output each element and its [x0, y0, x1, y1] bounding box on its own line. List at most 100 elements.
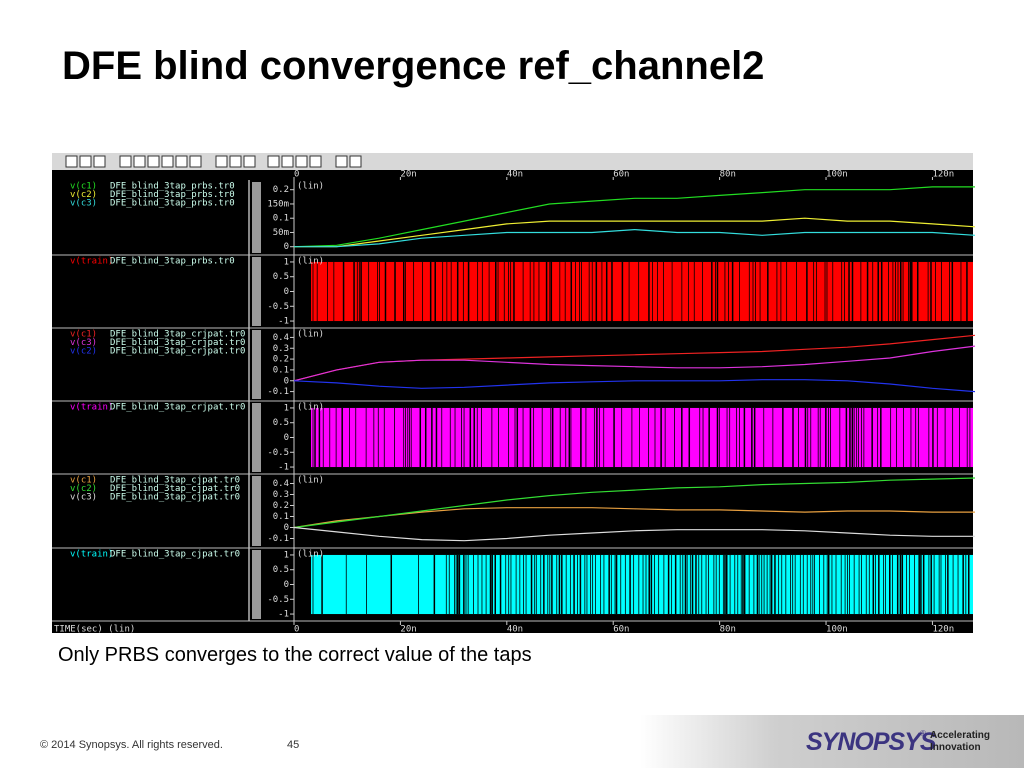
x-tick-label: 100n — [826, 625, 848, 635]
y-tick-label: 0 — [284, 376, 289, 386]
scrollbar — [252, 182, 261, 253]
page-number: 45 — [287, 739, 300, 751]
x-tick-label: 120n — [932, 170, 954, 180]
legend-signal: v(c3) — [70, 493, 97, 503]
legend-signal: v(c2) — [70, 190, 97, 200]
y-tick-label: -0.5 — [267, 302, 289, 312]
legend-signal: v(c3) — [70, 199, 97, 209]
y-tick-label: -0.1 — [267, 534, 289, 544]
y-tick-label: 0 — [284, 523, 289, 533]
y-tick-label: 1 — [284, 403, 289, 413]
bitstream — [311, 261, 973, 322]
scale-label: (lin) — [297, 330, 324, 340]
x-tick-label: 80n — [720, 170, 736, 180]
y-tick-label: 0.4 — [273, 333, 289, 343]
x-tick-label: 80n — [720, 625, 736, 635]
y-tick-label: 0.1 — [273, 214, 289, 224]
trace — [293, 507, 975, 529]
legend-file: DFE_blind_3tap_cjpat.tr0 — [110, 476, 240, 486]
x-tick-label: 0 — [294, 170, 299, 180]
y-tick-label: 0.1 — [273, 512, 289, 522]
y-tick-label: 0.5 — [273, 272, 289, 282]
y-tick-label: 0.3 — [273, 344, 289, 354]
y-tick-label: 0 — [284, 580, 289, 590]
x-tick-label: 20n — [400, 625, 416, 635]
legend-signal: v(c1) — [70, 476, 97, 486]
y-tick-label: -0.1 — [267, 387, 289, 397]
trace — [293, 345, 976, 382]
scale-label: (lin) — [297, 476, 324, 486]
y-tick-label: 0.2 — [273, 501, 289, 511]
trace — [294, 217, 976, 248]
y-tick-label: 0.4 — [273, 479, 289, 489]
scrollbar — [252, 476, 261, 546]
y-tick-label: -1 — [278, 463, 289, 473]
legend-file: DFE_blind_3tap_crjpat.tr0 — [110, 330, 245, 340]
x-tick-label: 100n — [826, 170, 848, 180]
y-tick-label: 0 — [284, 433, 289, 443]
bitstream — [311, 554, 973, 615]
toolbar-icons — [65, 155, 362, 168]
legend-file: DFE_blind_3tap_crjpat.tr0 — [110, 338, 245, 348]
legend-signal: v(c2) — [70, 484, 97, 494]
y-tick-label: 0.3 — [273, 490, 289, 500]
legend-signal: v(c2) — [70, 347, 97, 357]
x-tick-label: 60n — [613, 170, 629, 180]
x-tick-label: 0 — [294, 625, 299, 635]
trace — [293, 379, 976, 393]
scale-label: (lin) — [297, 550, 324, 560]
legend-file: DFE_blind_3tap_prbs.tr0 — [110, 257, 235, 267]
legend-file: DFE_blind_3tap_prbs.tr0 — [110, 199, 235, 209]
x-tick-label: 40n — [507, 625, 523, 635]
tagline: Accelerating — [930, 730, 991, 741]
x-tick-label: 40n — [507, 170, 523, 180]
tagline: Innovation — [930, 742, 981, 753]
legend-file: DFE_blind_3tap_cjpat.tr0 — [110, 550, 240, 560]
x-tick-label: 20n — [400, 170, 416, 180]
slide-title: DFE blind convergence ref_channel2 — [62, 44, 765, 88]
trace — [293, 186, 975, 248]
logo-mark: ® — [920, 729, 926, 738]
legend-file: DFE_blind_3tap_prbs.tr0 — [110, 182, 235, 192]
scrollbar — [252, 257, 261, 326]
y-tick-label: 0.1 — [273, 365, 289, 375]
caption: Only PRBS converges to the correct value… — [58, 644, 532, 666]
legend-file: DFE_blind_3tap_crjpat.tr0 — [110, 347, 245, 357]
legend-file: DFE_blind_3tap_prbs.tr0 — [110, 190, 235, 200]
y-tick-label: 0 — [284, 287, 289, 297]
legend-signal: v(c3) — [70, 338, 97, 348]
legend-signal: v(train) — [70, 550, 113, 560]
y-tick-label: -1 — [278, 317, 289, 327]
y-tick-label: 0.5 — [273, 418, 289, 428]
y-tick-label: 150m — [267, 199, 289, 209]
y-tick-label: 50m — [273, 228, 289, 238]
copyright: © 2014 Synopsys. All rights reserved. — [40, 739, 223, 751]
y-tick-label: 0.5 — [273, 565, 289, 575]
y-tick-label: -1 — [278, 610, 289, 620]
logo: SYNOPSYS — [806, 728, 937, 756]
trace — [293, 526, 975, 542]
x-axis-label: TIME(sec) (lin) — [54, 625, 135, 635]
scrollbar — [252, 330, 261, 399]
bitstream — [311, 407, 973, 468]
y-tick-label: 1 — [284, 550, 289, 560]
trace — [293, 477, 976, 529]
y-tick-label: 0 — [284, 242, 289, 252]
scrollbar — [252, 403, 261, 472]
footer-band — [640, 715, 1024, 768]
legend-signal: v(train) — [70, 403, 113, 413]
y-tick-label: 1 — [284, 257, 289, 267]
legend-signal: v(c1) — [70, 182, 97, 192]
x-tick-label: 120n — [932, 625, 954, 635]
legend-signal: v(train) — [70, 257, 113, 267]
scrollbar — [252, 550, 261, 619]
legend-file: DFE_blind_3tap_crjpat.tr0 — [110, 403, 245, 413]
y-tick-label: 0.2 — [273, 355, 289, 365]
scale-label: (lin) — [297, 403, 324, 413]
legend-file: DFE_blind_3tap_cjpat.tr0 — [110, 493, 240, 503]
scale-label: (lin) — [297, 182, 324, 192]
legend-signal: v(c1) — [70, 330, 97, 340]
y-tick-label: 0.2 — [273, 185, 289, 195]
